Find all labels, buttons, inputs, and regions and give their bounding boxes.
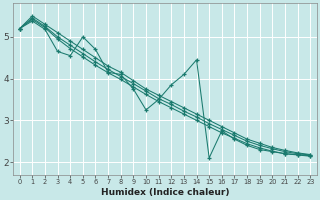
X-axis label: Humidex (Indice chaleur): Humidex (Indice chaleur) [101,188,229,197]
